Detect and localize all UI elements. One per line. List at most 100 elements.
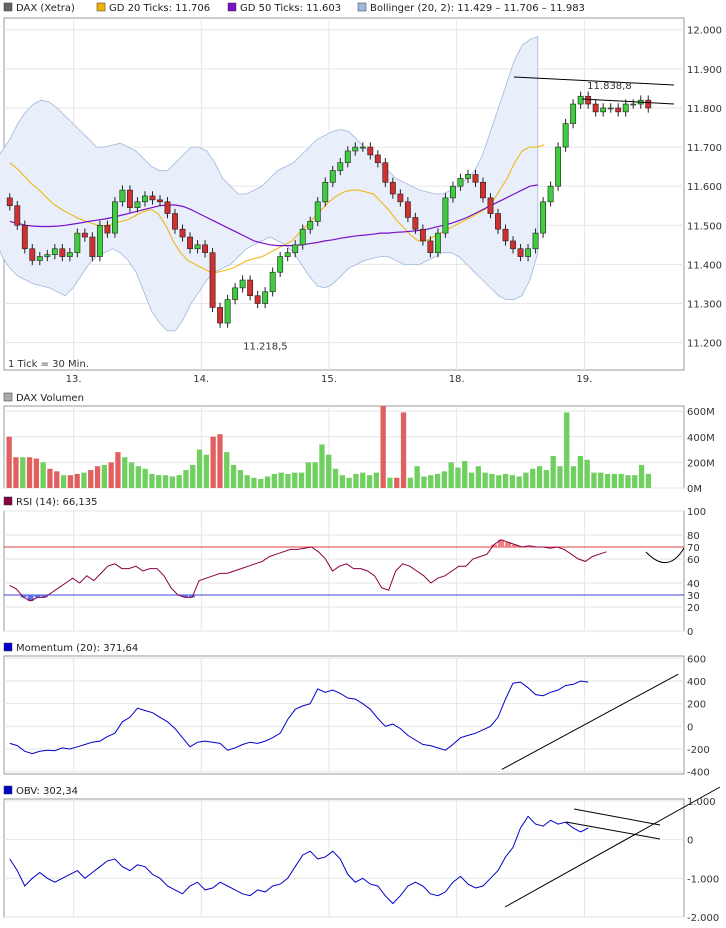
volume-bar	[502, 473, 509, 488]
legend-ma20: GD 20 Ticks: 11.706	[109, 3, 210, 14]
channel-lower-line	[581, 98, 675, 105]
rsi-tick-label: 80	[687, 531, 700, 542]
momentum-tick-label: 200	[687, 700, 706, 711]
rsi-line	[9, 539, 607, 602]
candle	[434, 232, 441, 253]
rsi-tick-label: 40	[687, 579, 700, 590]
volume-tick-label: 0M	[687, 484, 702, 495]
volume-bar	[33, 458, 39, 488]
candle	[510, 240, 516, 250]
volume-bar	[176, 475, 182, 488]
price-channel	[513, 76, 675, 105]
momentum-swatch	[3, 642, 13, 652]
candle	[480, 181, 486, 199]
price-tick-label: 11.700	[687, 143, 722, 154]
volume-bar	[128, 462, 135, 488]
volume-bar	[285, 473, 291, 488]
ma50-line	[9, 184, 538, 247]
volume-bar	[135, 466, 141, 488]
volume-bar	[353, 473, 359, 488]
rsi-frame	[3, 510, 685, 632]
rsi-overbought-fill	[491, 544, 498, 547]
volume-bar	[94, 466, 101, 488]
candle	[645, 99, 652, 109]
legend-ma50: GD 50 Ticks: 11.603	[240, 3, 341, 14]
volume-bar	[88, 470, 94, 488]
candle	[127, 189, 133, 208]
candle	[630, 103, 637, 106]
rsi-tick-label: 70	[687, 543, 700, 554]
candle	[232, 287, 239, 300]
price-tick-label: 11.600	[687, 182, 722, 193]
volume-bar	[81, 472, 87, 488]
momentum-trendline	[501, 673, 679, 770]
candle	[352, 146, 359, 152]
candle	[21, 224, 28, 250]
volume-bar	[570, 466, 577, 488]
candle	[472, 174, 479, 183]
candle	[104, 224, 111, 234]
price-tick-label: 11.800	[687, 104, 722, 115]
rsi-arc	[645, 547, 685, 563]
volume-bar	[346, 477, 352, 488]
momentum-line	[9, 680, 589, 755]
candle	[36, 256, 43, 261]
volume-bar	[217, 434, 223, 488]
rsi-overbought-fill	[526, 545, 533, 547]
tick-note: 1 Tick = 30 Min.	[8, 359, 89, 370]
price-panel: 12.000 11.900 11.800 11.700 11.600 11.500 11.4…	[0, 17, 722, 385]
volume-bar	[482, 472, 488, 488]
candle	[374, 154, 381, 164]
volume-bar	[543, 470, 549, 488]
momentum-frame	[3, 655, 685, 775]
candle	[89, 236, 96, 257]
volume-bar	[210, 436, 216, 488]
candle	[487, 197, 494, 214]
candle	[307, 221, 314, 230]
candle	[442, 197, 449, 234]
high-annotation: 11.838,8	[587, 81, 632, 92]
candle	[314, 201, 321, 222]
candle	[525, 248, 531, 257]
candle	[344, 150, 351, 164]
obv-tick-label: -2.000	[687, 913, 719, 924]
price-tick-label: 11.200	[687, 339, 722, 350]
volume-bar	[373, 472, 379, 488]
volume-bar	[516, 476, 522, 488]
volume-bar	[434, 473, 441, 488]
candle	[532, 232, 539, 250]
volume-bar	[489, 473, 495, 488]
volume-bar	[625, 475, 631, 488]
rsi-fill	[20, 539, 533, 601]
candle	[465, 174, 471, 179]
volume-bar	[13, 457, 19, 488]
candle	[419, 228, 426, 242]
price-y-axis: 12.000 11.900 11.800 11.700 11.600 11.500 11.4…	[687, 26, 722, 350]
candle	[457, 178, 464, 187]
volume-bar	[360, 472, 366, 488]
rsi-tick-label: 20	[687, 603, 700, 614]
candle	[149, 195, 156, 201]
legend-swatch-ma50	[227, 2, 237, 12]
candle	[404, 201, 411, 218]
obv-grid	[4, 799, 684, 918]
candle	[495, 213, 501, 230]
price-tick-label: 11.500	[687, 221, 722, 232]
volume-bar	[366, 475, 373, 488]
candle	[427, 240, 434, 253]
volume-bar	[258, 479, 264, 488]
volume-bar	[251, 477, 257, 488]
candle	[607, 107, 614, 110]
candle	[51, 248, 58, 255]
candle	[397, 193, 404, 203]
volume-bar	[326, 454, 332, 488]
volume-bar	[550, 455, 556, 488]
candle	[119, 189, 126, 203]
candle	[622, 103, 629, 113]
candle	[209, 252, 216, 308]
rsi-grid	[4, 510, 684, 632]
candle	[74, 232, 81, 253]
rsi-oversold-fill	[20, 595, 27, 598]
volume-bar	[509, 475, 515, 488]
